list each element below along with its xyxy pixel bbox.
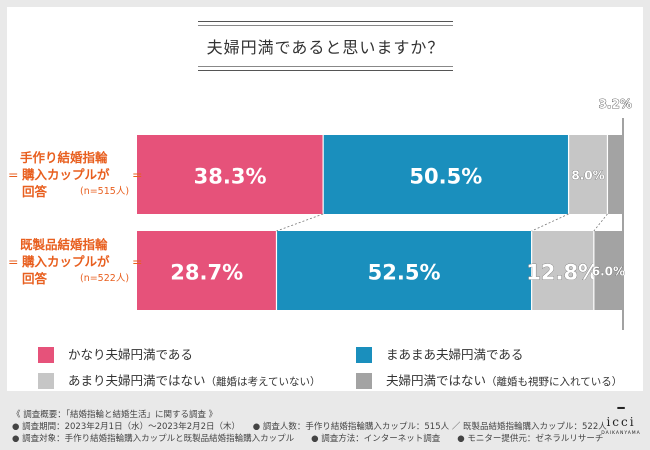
bar-segment <box>593 231 623 310</box>
survey-title-note: 《 調査概要：「結婚指輪と結婚生活」に関する調査 》 <box>12 410 218 420</box>
logo-subtitle: DAIKANYAMA <box>601 431 641 436</box>
row-label-line3: 回答 <box>22 184 48 199</box>
legend-label: あまり夫婦円満ではない <box>68 373 206 388</box>
equals-mark: = <box>8 254 19 269</box>
connector-line <box>531 213 569 232</box>
survey-method-note: ● 調査対象：手作り結婚指輪購入カップルと既製品結婚指輪購入カップル ● 調査方… <box>12 434 604 444</box>
bar-segment <box>276 231 532 310</box>
row-label-line3: 回答 <box>22 271 48 286</box>
data-label: 38.3% <box>194 165 267 189</box>
brand-logo: ━ icci DAIKANYAMA <box>600 402 642 448</box>
connector-line <box>593 213 608 232</box>
data-label: 12.8% <box>526 261 599 285</box>
legend-label: まあまあ夫婦円満である <box>386 347 524 362</box>
bar-segment <box>323 135 569 214</box>
chart-title: 夫婦円満であると思いますか？ <box>206 38 445 57</box>
legend-swatch <box>38 373 54 389</box>
logo-name: icci <box>606 415 636 429</box>
legend-label: かなり夫婦円満である <box>68 347 193 362</box>
row-label-line1: 既製品結婚指輪 <box>20 237 108 252</box>
bar-segment <box>568 135 608 214</box>
data-label: 8.0% <box>571 169 604 183</box>
row-label-line2: 購入カップルが <box>22 167 110 182</box>
bar-segment <box>137 231 277 310</box>
equals-mark: = <box>8 167 19 182</box>
legend-swatch <box>356 347 372 363</box>
legend-note: （離婚は考えていない） <box>205 376 321 388</box>
chart-title-box: 夫婦円満であると思いますか？ <box>198 21 453 71</box>
equals-mark: = <box>132 167 143 182</box>
legend-swatch <box>38 347 54 363</box>
connector-line <box>276 213 324 232</box>
bar-segment <box>607 135 623 214</box>
survey-detail-note: ● 調査期間：2023年2月1日（水）～2023年2月2日（木） ● 調査人数：… <box>12 422 607 432</box>
bar-segment <box>531 231 594 310</box>
row-label-line2: 購入カップルが <box>22 254 110 269</box>
data-label: 6.0% <box>592 265 625 279</box>
data-label: 3.2% <box>599 97 632 111</box>
sample-size: (n=515人) <box>80 186 130 197</box>
equals-mark: = <box>132 254 143 269</box>
sample-size: (n=522人) <box>80 273 130 284</box>
legend-swatch <box>356 373 372 389</box>
data-label: 50.5% <box>409 165 482 189</box>
data-label: 52.5% <box>368 261 441 285</box>
logo-mark-icon: ━ <box>617 401 625 415</box>
data-label: 28.7% <box>170 261 243 285</box>
legend-label: 夫婦円満ではない <box>386 373 487 388</box>
legend-note: （離婚も視野に入れている） <box>486 376 623 388</box>
bar-segment <box>137 135 324 214</box>
row-label-line1: 手作り結婚指輪 <box>20 150 108 165</box>
